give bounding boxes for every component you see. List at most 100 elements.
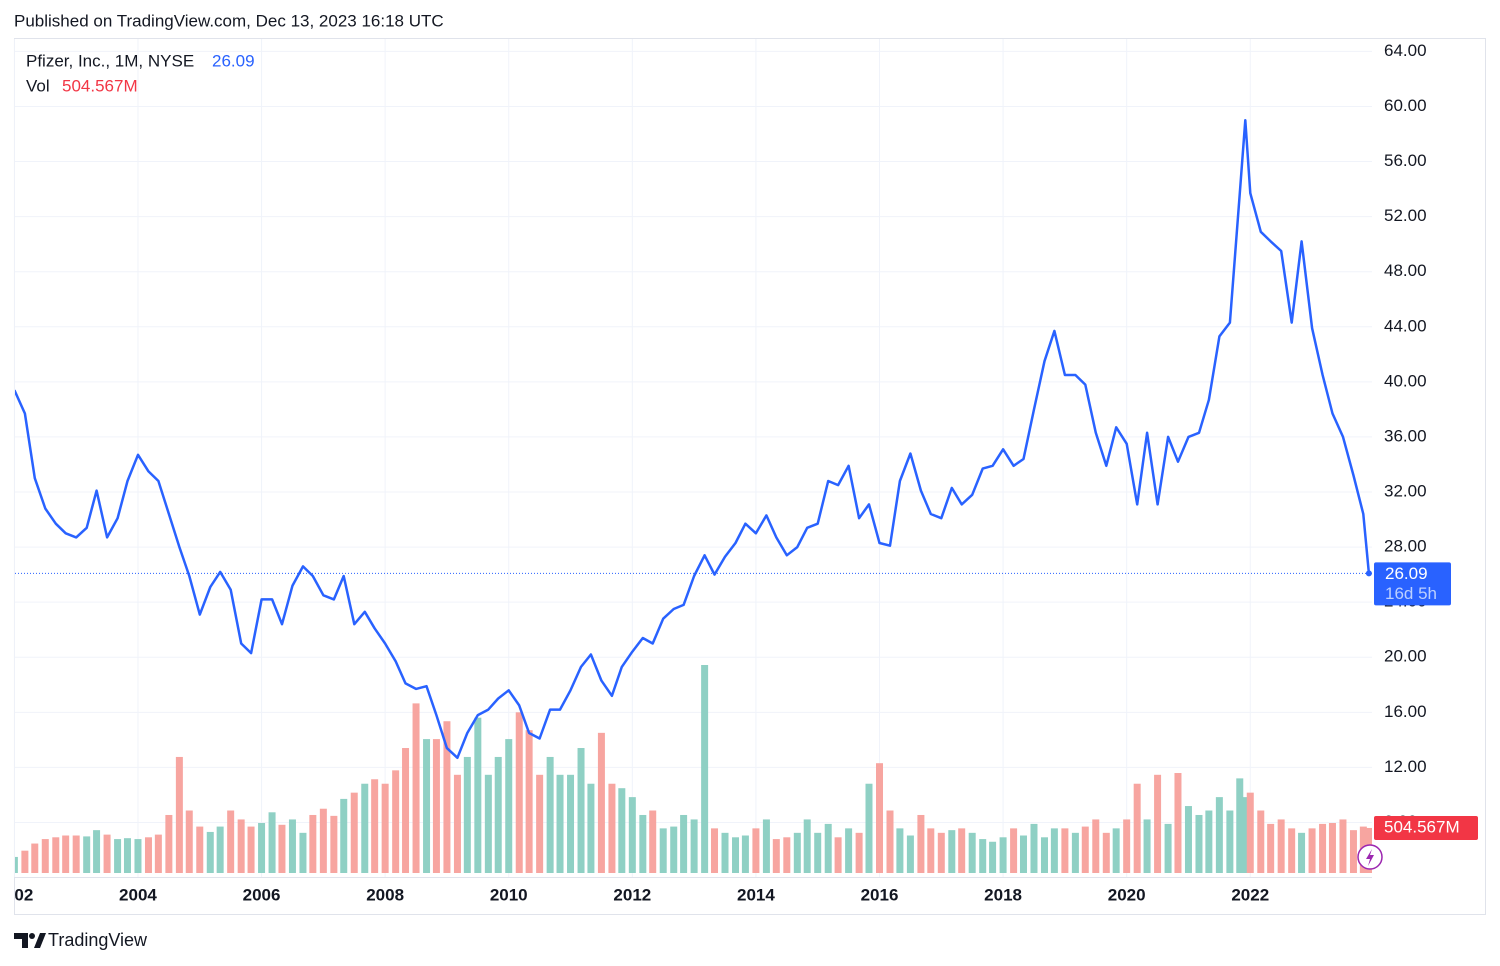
x-tick-label: 2006 [243, 885, 281, 904]
brand-name: TradingView [48, 930, 148, 950]
volume-bar [330, 815, 338, 873]
volume-bar [432, 739, 440, 873]
volume-bar [989, 841, 997, 873]
legend-symbol: Pfizer, Inc., 1M, NYSE [26, 51, 194, 70]
volume-bar [783, 837, 791, 873]
volume-bar [1092, 819, 1100, 873]
volume-bar [577, 748, 585, 873]
volume-bar [381, 783, 389, 873]
volume-bar [103, 834, 111, 873]
volume-bar [185, 810, 193, 873]
volume-bar [258, 823, 266, 873]
volume-bar [1349, 830, 1357, 873]
volume-bar [288, 819, 296, 873]
volume-bar [31, 843, 39, 873]
volume-bar [1184, 806, 1192, 873]
volume-bar [494, 756, 502, 873]
volume-bar [412, 703, 420, 873]
volume-bar [134, 839, 142, 873]
volume-bar [659, 828, 667, 873]
volume-bar [1071, 832, 1079, 873]
volume-bar [701, 665, 709, 873]
alert-bolt [1366, 849, 1374, 866]
volume-bar [639, 814, 647, 873]
grid [13, 39, 1372, 877]
volume-bar [206, 831, 214, 873]
volume-bar [361, 783, 369, 873]
volume-bar [690, 819, 698, 873]
volume-bar [1081, 826, 1089, 873]
volume-bar [865, 783, 873, 873]
volume-bar [299, 832, 307, 873]
price-last-label: 26.09 [1385, 564, 1428, 583]
volume-bar [1205, 810, 1213, 873]
volume-bar [340, 798, 348, 873]
volume-bar [484, 774, 492, 873]
x-tick-label: 2012 [613, 885, 651, 904]
x-tick-label: 2018 [984, 885, 1022, 904]
volume-bar [52, 837, 60, 873]
price-pane [15, 118, 1372, 760]
y-tick-label: 12.00 [1384, 757, 1427, 776]
volume-bar [392, 770, 400, 873]
y-tick-label: 56.00 [1384, 151, 1427, 170]
volume-bar [1246, 792, 1254, 873]
volume-bar [587, 783, 595, 873]
volume-bar [72, 835, 80, 873]
y-tick-label: 64.00 [1384, 41, 1427, 60]
y-tick-label: 32.00 [1384, 481, 1427, 500]
volume-bar [670, 826, 678, 873]
volume-bar [968, 832, 976, 873]
x-tick-label: 2016 [861, 885, 899, 904]
volume-bar [1288, 828, 1296, 873]
y-tick-label: 44.00 [1384, 316, 1427, 335]
y-tick-label: 28.00 [1384, 537, 1427, 556]
volume-bar [567, 774, 575, 873]
volume-bar [1061, 828, 1069, 873]
volume-bar [443, 721, 451, 873]
volume-bar [453, 774, 461, 873]
y-tick-label: 60.00 [1384, 96, 1427, 115]
x-tick-label: 2008 [366, 885, 404, 904]
volume-bar [15, 856, 18, 873]
price-line [15, 118, 1371, 760]
volume-bar [1241, 797, 1249, 873]
volume-bar [525, 730, 533, 873]
y-tick-label: 52.00 [1384, 206, 1427, 225]
volume-label-box [1374, 816, 1478, 840]
volume-bar [278, 824, 286, 873]
volume-bar [123, 838, 131, 873]
volume-bar [474, 717, 482, 873]
volume-last-label: 504.567M [1384, 817, 1460, 836]
volume-bar [371, 779, 379, 873]
bar-countdown: 16d 5h [1385, 584, 1437, 603]
y-tick-label: 36.00 [1384, 426, 1427, 445]
volume-bar [958, 828, 966, 873]
volume-bar [618, 788, 626, 873]
volume-bar [165, 814, 173, 873]
volume-bar [463, 756, 471, 873]
volume-bar [762, 819, 770, 873]
volume-bar [793, 832, 801, 873]
volume-bar [927, 828, 935, 873]
volume-bar [1050, 828, 1058, 873]
volume-bar [1133, 783, 1141, 873]
legend-volume-value: 504.567M [62, 76, 138, 95]
x-tick-label: 2014 [737, 885, 775, 904]
volume-bar [979, 839, 987, 873]
logo-slash [34, 933, 46, 948]
legend-volume: Vol [26, 76, 50, 95]
volume-bar [732, 837, 740, 873]
volume-bar [999, 837, 1007, 873]
volume-bar [1040, 837, 1048, 873]
volume-bar [62, 835, 70, 873]
volume-bar [917, 814, 925, 873]
volume-bar [1236, 778, 1244, 873]
volume-bar [196, 826, 204, 873]
volume-bar [515, 712, 523, 873]
volume-bar [906, 835, 914, 873]
volume-bar [680, 814, 688, 873]
y-tick-label: 40.00 [1384, 371, 1427, 390]
volume-bar [752, 828, 760, 873]
